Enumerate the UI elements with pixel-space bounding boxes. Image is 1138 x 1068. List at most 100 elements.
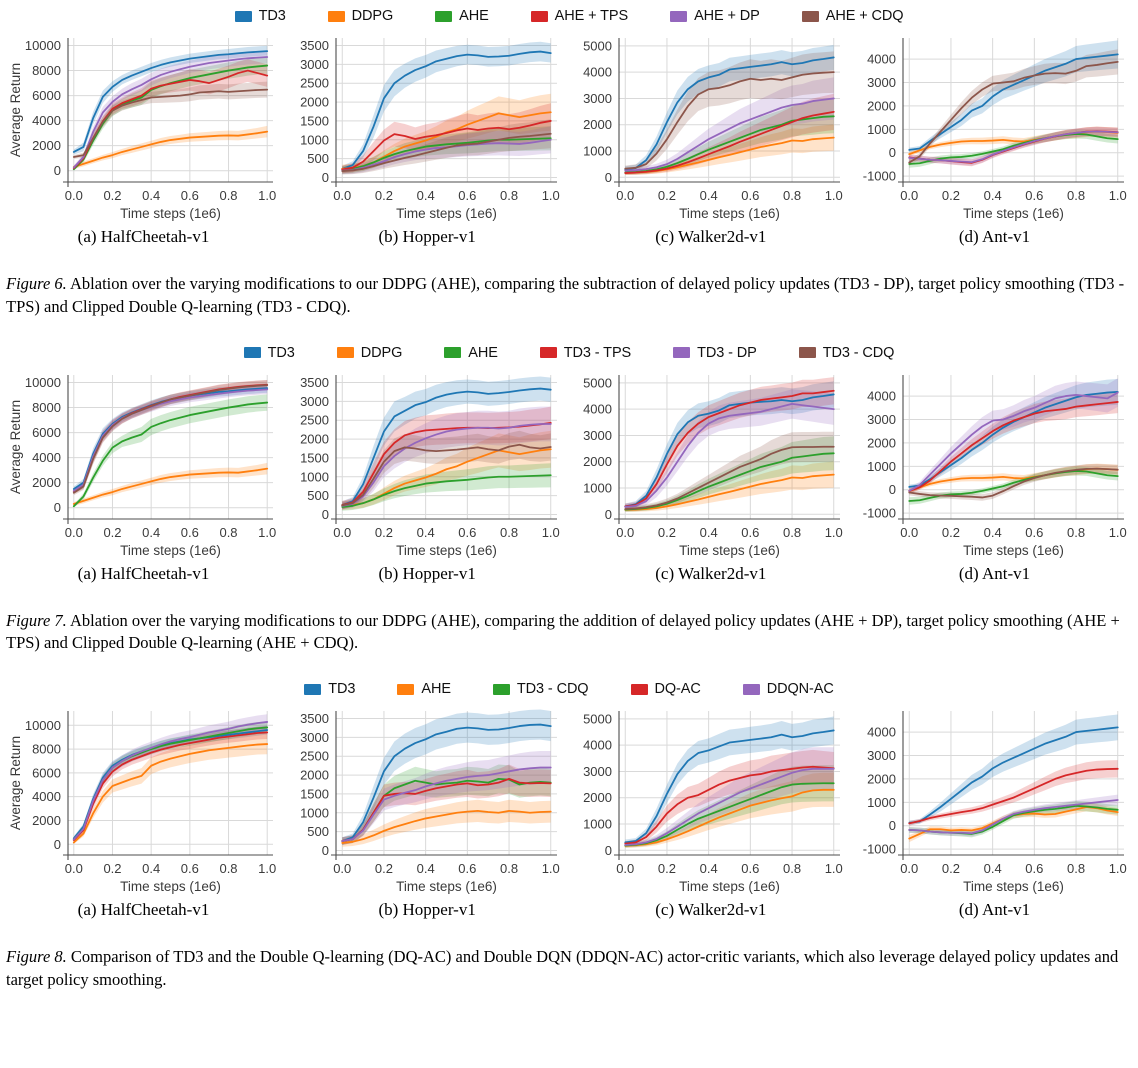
y-tick-label: 1500: [300, 450, 329, 465]
legend-item-ahe[interactable]: AHE: [435, 8, 489, 24]
confidence-band-td3-tps: [73, 379, 268, 494]
legend-item-ahe-tps[interactable]: AHE + TPS: [530, 8, 628, 24]
legend-item-ahe[interactable]: AHE: [444, 345, 498, 361]
x-tick-label: 0.8: [219, 525, 237, 540]
x-tick-label: 0.4: [984, 525, 1002, 540]
legend-item-td3-dp[interactable]: TD3 - DP: [673, 345, 757, 361]
x-tick-label: 0.4: [700, 861, 718, 876]
legend-item-td3[interactable]: TD3: [243, 345, 295, 361]
legend-item-td3[interactable]: TD3: [304, 681, 355, 697]
y-tick-label: 3500: [300, 38, 329, 53]
confidence-band-td3-dp: [909, 377, 1118, 494]
x-tick-label: 0.0: [617, 861, 635, 876]
chart-svg: 0 500 1000 1500 2000 2500 3000 3500 0.0 0.2 0.4 0.6…: [300, 38, 560, 221]
figure-caption-text: Ablation over the varying modifications …: [6, 274, 1125, 316]
legend-swatch-icon: [530, 10, 548, 22]
y-tick-label: 0: [54, 837, 61, 852]
y-tick-label: 2000: [867, 98, 896, 113]
y-tick-label: 10000: [25, 375, 61, 390]
series-line-ahe-cdq: [908, 60, 1119, 164]
x-tick-label: 1.0: [258, 861, 276, 876]
series-line-ahe: [72, 743, 269, 844]
gridlines: [902, 38, 1124, 182]
x-tick-label: 0.6: [1025, 861, 1043, 876]
legend-swatch-icon: [234, 10, 252, 22]
series-line-td3: [908, 726, 1119, 824]
x-tick-label: 0.0: [617, 525, 635, 540]
x-tick-label: 0.8: [500, 188, 518, 203]
confidence-band-td3-dp: [625, 388, 835, 510]
legend-item-td3-tps[interactable]: TD3 - TPS: [539, 345, 631, 361]
legend-item-td3[interactable]: TD3: [234, 8, 286, 24]
confidence-band-td3-cdq: [341, 764, 551, 845]
series-line-td3: [624, 56, 835, 171]
series-line-td3: [341, 387, 552, 506]
gridlines: [619, 38, 841, 182]
x-tick-label: 0.8: [1067, 861, 1085, 876]
y-tick-label: 500: [307, 488, 329, 503]
confidence-band-ahe: [341, 799, 551, 847]
legend-swatch-icon: [492, 683, 510, 695]
legend-item-ahe[interactable]: AHE: [397, 681, 451, 697]
x-tick-label: 0.2: [942, 525, 960, 540]
legend-item-ahe-dp[interactable]: AHE + DP: [670, 8, 760, 24]
series-line-td3-tps: [624, 389, 835, 507]
y-tick-label: 500: [307, 824, 329, 839]
legend-swatch-icon: [630, 683, 648, 695]
x-tick-label: 0.6: [181, 188, 199, 203]
legend-item-ddpg[interactable]: DDPG: [336, 345, 402, 361]
series-line-td3: [624, 729, 835, 844]
legend-item-dq-ac[interactable]: DQ-AC: [630, 681, 701, 697]
y-tick-label: 1000: [300, 805, 329, 820]
gridlines: [902, 711, 1124, 856]
x-axis-title: Time steps (1e6): [963, 206, 1064, 221]
x-axis-title: Time steps (1e6): [679, 206, 780, 221]
chart-legend: TD3 AHE TD3 - CDQ DQ-AC DDQN-AC: [0, 677, 1138, 701]
figure-caption-label: Figure 7.: [6, 610, 67, 630]
legend-item-td3-cdq[interactable]: TD3 - CDQ: [492, 681, 589, 697]
legend-item-label: DDPG: [351, 8, 394, 24]
axes: [330, 711, 557, 861]
x-tick-label: 0.4: [416, 861, 434, 876]
chart-panel-ant-v1: -1000 0 1000 2000 3000 4000 0.0 0.2 0.4 0.6 0.8 1.0…: [857, 365, 1132, 584]
x-tick-label: 0.0: [65, 861, 83, 876]
x-tick-labels: 0.0 0.2 0.4 0.6 0.8 1.0: [65, 525, 276, 540]
y-tick-label: 4000: [32, 789, 61, 804]
confidence-band-ahe-tps: [341, 103, 551, 174]
plot-area: [908, 714, 1119, 843]
y-tick-label: 3500: [300, 711, 329, 726]
legend-item-ddqn-ac[interactable]: DDQN-AC: [742, 681, 834, 697]
x-tick-labels: 0.0 0.2 0.4 0.6 0.8 1.0: [65, 861, 276, 876]
y-tick-label: 0: [889, 482, 896, 497]
series-line-td3-cdq: [72, 383, 269, 494]
y-axis-title: Average Return: [8, 736, 23, 830]
legend-item-ahe-cdq[interactable]: AHE + CDQ: [801, 8, 904, 24]
series-line-ahe: [341, 137, 552, 171]
y-tick-label: 2500: [300, 76, 329, 91]
legend-item-td3-cdq[interactable]: TD3 - CDQ: [798, 345, 894, 361]
gridlines: [335, 711, 557, 856]
plot-area: [624, 44, 835, 175]
y-tick-label: 3000: [867, 412, 896, 427]
x-tick-label: 0.8: [783, 188, 801, 203]
confidence-band-ahe: [625, 772, 835, 848]
confidence-band-dq-ac: [625, 749, 835, 847]
legend-item-label: AHE: [468, 344, 498, 361]
y-tick-label: 1000: [867, 458, 896, 473]
panel-subcaption: (c) Walker2d-v1: [655, 563, 767, 583]
chart-panel-hopper-v1: 0 500 1000 1500 2000 2500 3000 3500 0.0 0.2 0.4 0.6…: [290, 365, 565, 584]
chart-svg: -1000 0 1000 2000 3000 4000 0.0 0.2 0.4 0.6 0.8 1.0…: [863, 374, 1127, 558]
confidence-band-ddqn-ac: [341, 751, 551, 845]
y-axis-title: Average Return: [8, 63, 23, 157]
y-tick-label: 1000: [300, 132, 329, 147]
x-tick-labels: 0.0 0.2 0.4 0.6 0.8 1.0: [617, 188, 844, 203]
series-line-ddqn-ac: [72, 721, 269, 841]
series-line-ahe-cdq: [72, 88, 269, 158]
series-line-ahe: [624, 451, 835, 510]
legend-item-ddpg[interactable]: DDPG: [327, 8, 394, 24]
axes: [897, 711, 1124, 861]
panel-subcaption: (d) Ant-v1: [958, 900, 1031, 920]
chart-panel-ant-v1: -1000 0 1000 2000 3000 4000 0.0 0.2 0.4 0.6 0.8 1.0…: [857, 28, 1132, 247]
x-tick-labels: 0.0 0.2 0.4 0.6 0.8 1.0: [333, 188, 560, 203]
y-tick-label: 1000: [583, 817, 612, 832]
